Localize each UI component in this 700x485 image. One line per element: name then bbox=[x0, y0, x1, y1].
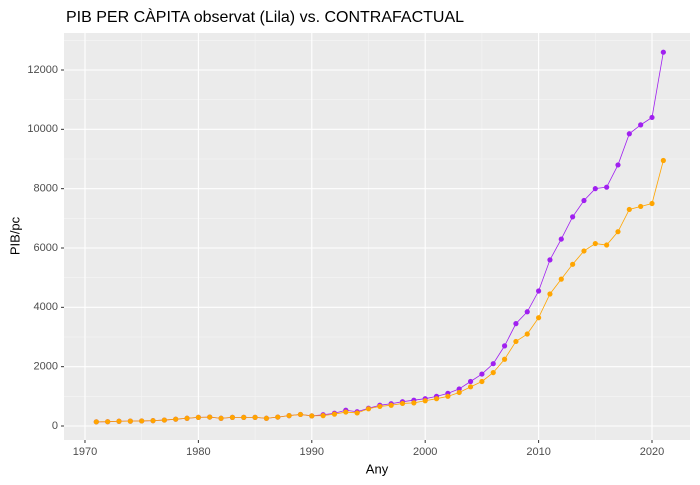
data-point bbox=[626, 131, 632, 137]
x-tick-label: 2020 bbox=[640, 446, 664, 458]
data-point bbox=[116, 418, 122, 424]
data-point bbox=[501, 343, 508, 349]
data-point bbox=[479, 371, 485, 377]
data-point bbox=[524, 331, 530, 337]
chart-title: PIB PER CÀPITA observat (Lila) vs. CONTR… bbox=[66, 7, 464, 26]
data-point bbox=[388, 402, 394, 408]
data-point bbox=[615, 162, 621, 168]
data-point bbox=[263, 415, 270, 421]
data-point bbox=[547, 257, 553, 263]
data-point bbox=[592, 240, 598, 247]
x-tick-label: 2000 bbox=[413, 446, 437, 458]
y-axis-label: PIB/pc bbox=[7, 216, 22, 255]
data-point bbox=[173, 416, 179, 422]
data-point bbox=[638, 122, 644, 128]
data-point bbox=[501, 356, 508, 362]
data-point bbox=[445, 393, 451, 399]
data-point bbox=[127, 418, 133, 424]
panel bbox=[64, 33, 690, 440]
y-tick-label: 6000 bbox=[34, 242, 58, 254]
data-point bbox=[252, 414, 258, 420]
data-point bbox=[184, 415, 190, 421]
data-point bbox=[150, 418, 156, 424]
data-point bbox=[297, 411, 304, 418]
data-point bbox=[365, 406, 372, 412]
data-point bbox=[467, 384, 474, 390]
data-point bbox=[343, 409, 349, 415]
data-point bbox=[524, 309, 530, 315]
data-point bbox=[604, 184, 610, 190]
data-point bbox=[570, 214, 576, 220]
data-point bbox=[93, 419, 99, 425]
data-point bbox=[195, 414, 201, 420]
data-point bbox=[241, 414, 247, 420]
x-tick-label: 2010 bbox=[526, 446, 550, 458]
y-tick-label: 8000 bbox=[34, 183, 58, 195]
x-axis-label: Any bbox=[366, 461, 389, 476]
data-point bbox=[615, 229, 621, 235]
data-point bbox=[399, 400, 406, 407]
data-point bbox=[207, 414, 213, 420]
data-point bbox=[660, 157, 666, 164]
data-point bbox=[456, 389, 462, 396]
data-point bbox=[536, 288, 542, 294]
data-point bbox=[558, 236, 564, 242]
data-point bbox=[513, 338, 519, 345]
x-tick-label: 1980 bbox=[186, 446, 210, 458]
data-point bbox=[660, 49, 666, 55]
x-tick-label: 1970 bbox=[73, 446, 97, 458]
data-point bbox=[411, 400, 417, 406]
data-point bbox=[105, 419, 111, 425]
data-point bbox=[547, 291, 553, 297]
data-point bbox=[275, 414, 281, 420]
y-tick-label: 2000 bbox=[34, 361, 58, 373]
data-point bbox=[581, 197, 587, 204]
data-point bbox=[320, 413, 326, 419]
y-tick-label: 0 bbox=[52, 420, 58, 432]
y-tick-label: 4000 bbox=[34, 301, 58, 313]
data-point bbox=[139, 418, 145, 424]
data-point bbox=[649, 114, 655, 121]
data-point bbox=[558, 276, 564, 282]
data-point bbox=[161, 417, 167, 423]
data-point bbox=[229, 414, 236, 420]
data-point bbox=[286, 413, 292, 419]
data-point bbox=[536, 315, 542, 321]
data-point bbox=[467, 378, 474, 385]
y-tick-label: 12000 bbox=[27, 64, 58, 76]
data-point bbox=[479, 378, 485, 385]
data-point bbox=[604, 242, 610, 248]
y-tick-label: 10000 bbox=[27, 123, 58, 135]
data-point bbox=[513, 321, 519, 327]
data-point bbox=[490, 361, 496, 367]
data-point bbox=[638, 203, 644, 210]
data-point bbox=[354, 410, 360, 416]
data-point bbox=[331, 411, 338, 417]
data-point bbox=[570, 261, 576, 267]
data-point bbox=[456, 386, 462, 392]
data-point bbox=[422, 398, 428, 404]
data-point bbox=[626, 206, 632, 213]
x-tick-label: 1990 bbox=[300, 446, 324, 458]
data-point bbox=[309, 413, 315, 419]
data-point bbox=[218, 415, 224, 421]
data-point bbox=[649, 200, 655, 207]
data-point bbox=[433, 396, 440, 402]
data-point bbox=[592, 186, 598, 192]
data-point bbox=[581, 248, 587, 254]
data-point bbox=[490, 369, 496, 376]
data-point bbox=[377, 403, 383, 410]
